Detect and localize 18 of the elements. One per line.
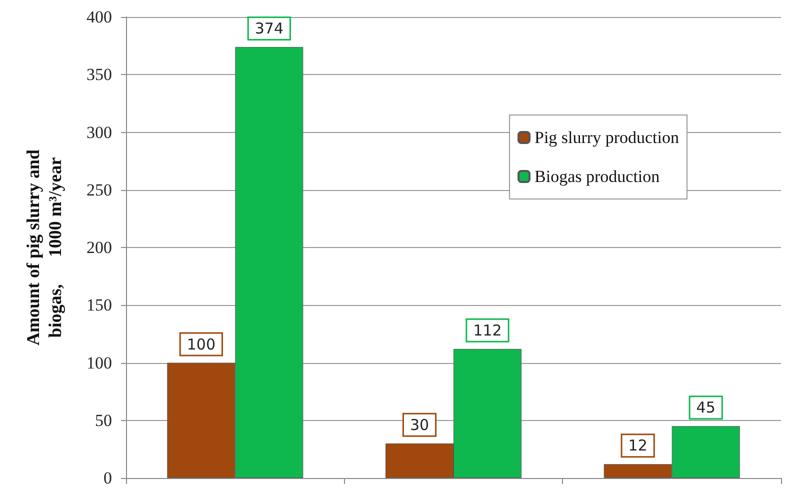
y-axis-title: Amount of pig slurry and biogas, 1000 m³/year [23, 149, 65, 346]
y-tick-label: 0 [104, 468, 112, 488]
y-tick-label: 400 [86, 8, 112, 26]
data-label: 100 [186, 335, 216, 354]
y-tick-label: 200 [86, 238, 112, 257]
y-tick-label: 150 [86, 296, 112, 315]
data-label: 374 [254, 19, 284, 38]
data-label: 30 [410, 416, 430, 434]
y-tick-label: 350 [86, 65, 112, 84]
y-tick-label: 50 [95, 410, 112, 430]
y-tick-label: 100 [86, 353, 112, 372]
y-tick-label: 300 [86, 122, 112, 142]
y-tick-label: 250 [86, 180, 112, 200]
legend-label: Pig slurry production [534, 128, 680, 147]
legend-label: Biogas production [534, 167, 660, 186]
data-label: 112 [473, 321, 502, 340]
data-label: 45 [696, 398, 716, 417]
data-label: 12 [628, 436, 648, 455]
